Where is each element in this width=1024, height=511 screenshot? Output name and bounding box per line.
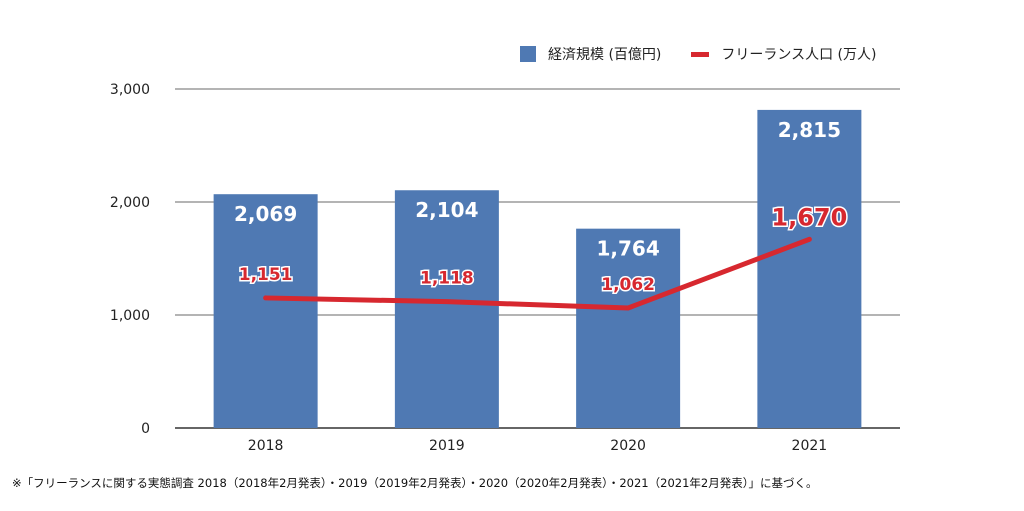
- x-tick-label: 2019: [429, 438, 465, 454]
- legend-item-line: フリーランス人口 (万人): [691, 44, 876, 64]
- line-point: [626, 305, 631, 310]
- line-point: [263, 295, 268, 300]
- legend-line-label: フリーランス人口 (万人): [721, 47, 877, 63]
- x-tick-label: 2018: [248, 438, 284, 454]
- bar: [757, 109, 862, 428]
- series-line: [263, 236, 812, 311]
- y-tick-label: 1,000: [110, 308, 150, 324]
- line-value-label: 1,118: [420, 269, 474, 289]
- y-tick-label: 2,000: [110, 195, 150, 211]
- x-tick-label: 2020: [610, 438, 646, 454]
- bar-value-label: 1,764: [596, 237, 659, 261]
- legend-item-bar: 経済規模 (百億円): [520, 44, 661, 64]
- bar: [576, 228, 681, 428]
- bar: [394, 190, 499, 428]
- legend-bar-label: 経済規模 (百億円): [548, 47, 662, 63]
- bar-value-label: 2,104: [415, 198, 478, 222]
- x-tick-label: 2021: [792, 438, 828, 454]
- line-point: [444, 299, 449, 304]
- bar-value-label: 2,815: [778, 118, 841, 142]
- bar-value-label: 2,069: [234, 202, 297, 226]
- bar: [213, 194, 318, 428]
- line-value-label: 1,062: [601, 275, 655, 295]
- legend-line-swatch: [691, 51, 710, 57]
- line-point: [807, 237, 812, 242]
- y-tick-label: 0: [141, 421, 150, 437]
- line-value-label: 1,670: [771, 203, 847, 231]
- chart-legend: 経済規模 (百億円) フリーランス人口 (万人): [520, 44, 906, 64]
- legend-bar-swatch: [520, 46, 536, 62]
- y-tick-label: 3,000: [110, 82, 150, 98]
- chart-plot: 0 1,000 2,000 3,000 2,069 2,104 1,764 2,815 2018…: [110, 82, 900, 454]
- line-value-label: 1,151: [239, 265, 293, 285]
- footnote: ※「フリーランスに関する実態調査 2018（2018年2月発表）・2019（20…: [12, 476, 818, 490]
